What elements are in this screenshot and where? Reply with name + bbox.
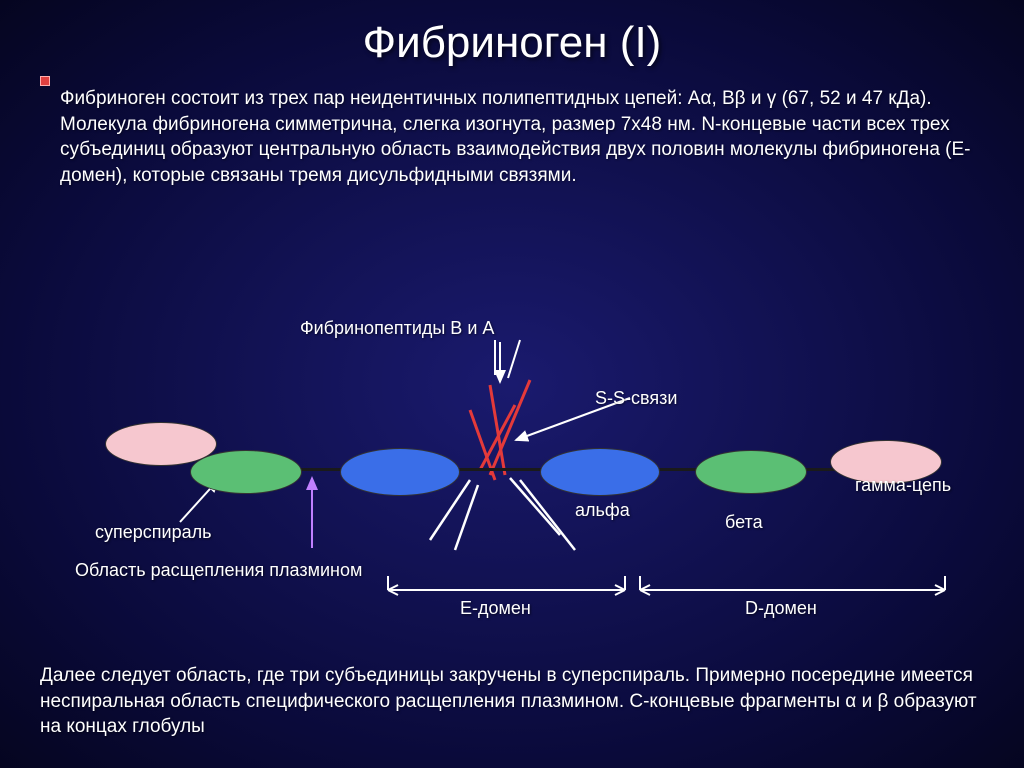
label-e-domain: Е-домен [460, 598, 531, 619]
node-alpha-left [340, 448, 460, 496]
label-gamma-chain: гамма-цепь [855, 475, 951, 496]
label-alpha: альфа [575, 500, 630, 521]
node-beta-left [190, 450, 302, 494]
connector [448, 468, 548, 471]
top-paragraph-wrap: Фибриноген состоит из трех пар неидентич… [0, 68, 1024, 199]
label-d-domain: D-домен [745, 598, 817, 619]
label-supercoil: суперспираль [95, 522, 211, 543]
bottom-paragraph: Далее следует область, где три субъедини… [40, 663, 980, 740]
fibrinogen-diagram: Фибринопептиды В и А S-S-связи альфа бета га… [0, 300, 1024, 630]
slide-title: Фибриноген (I) [0, 0, 1024, 68]
node-beta-right [695, 450, 807, 494]
label-plasmin-region: Область расщепления плазмином [75, 560, 362, 581]
label-beta: бета [725, 512, 763, 533]
label-fibrinopeptides: Фибринопептиды В и А [300, 318, 494, 339]
top-paragraph: Фибриноген состоит из трех пар неидентич… [0, 68, 1024, 199]
label-ss-bonds: S-S-связи [595, 388, 677, 409]
node-alpha-right [540, 448, 660, 496]
bullet-icon [40, 76, 50, 86]
